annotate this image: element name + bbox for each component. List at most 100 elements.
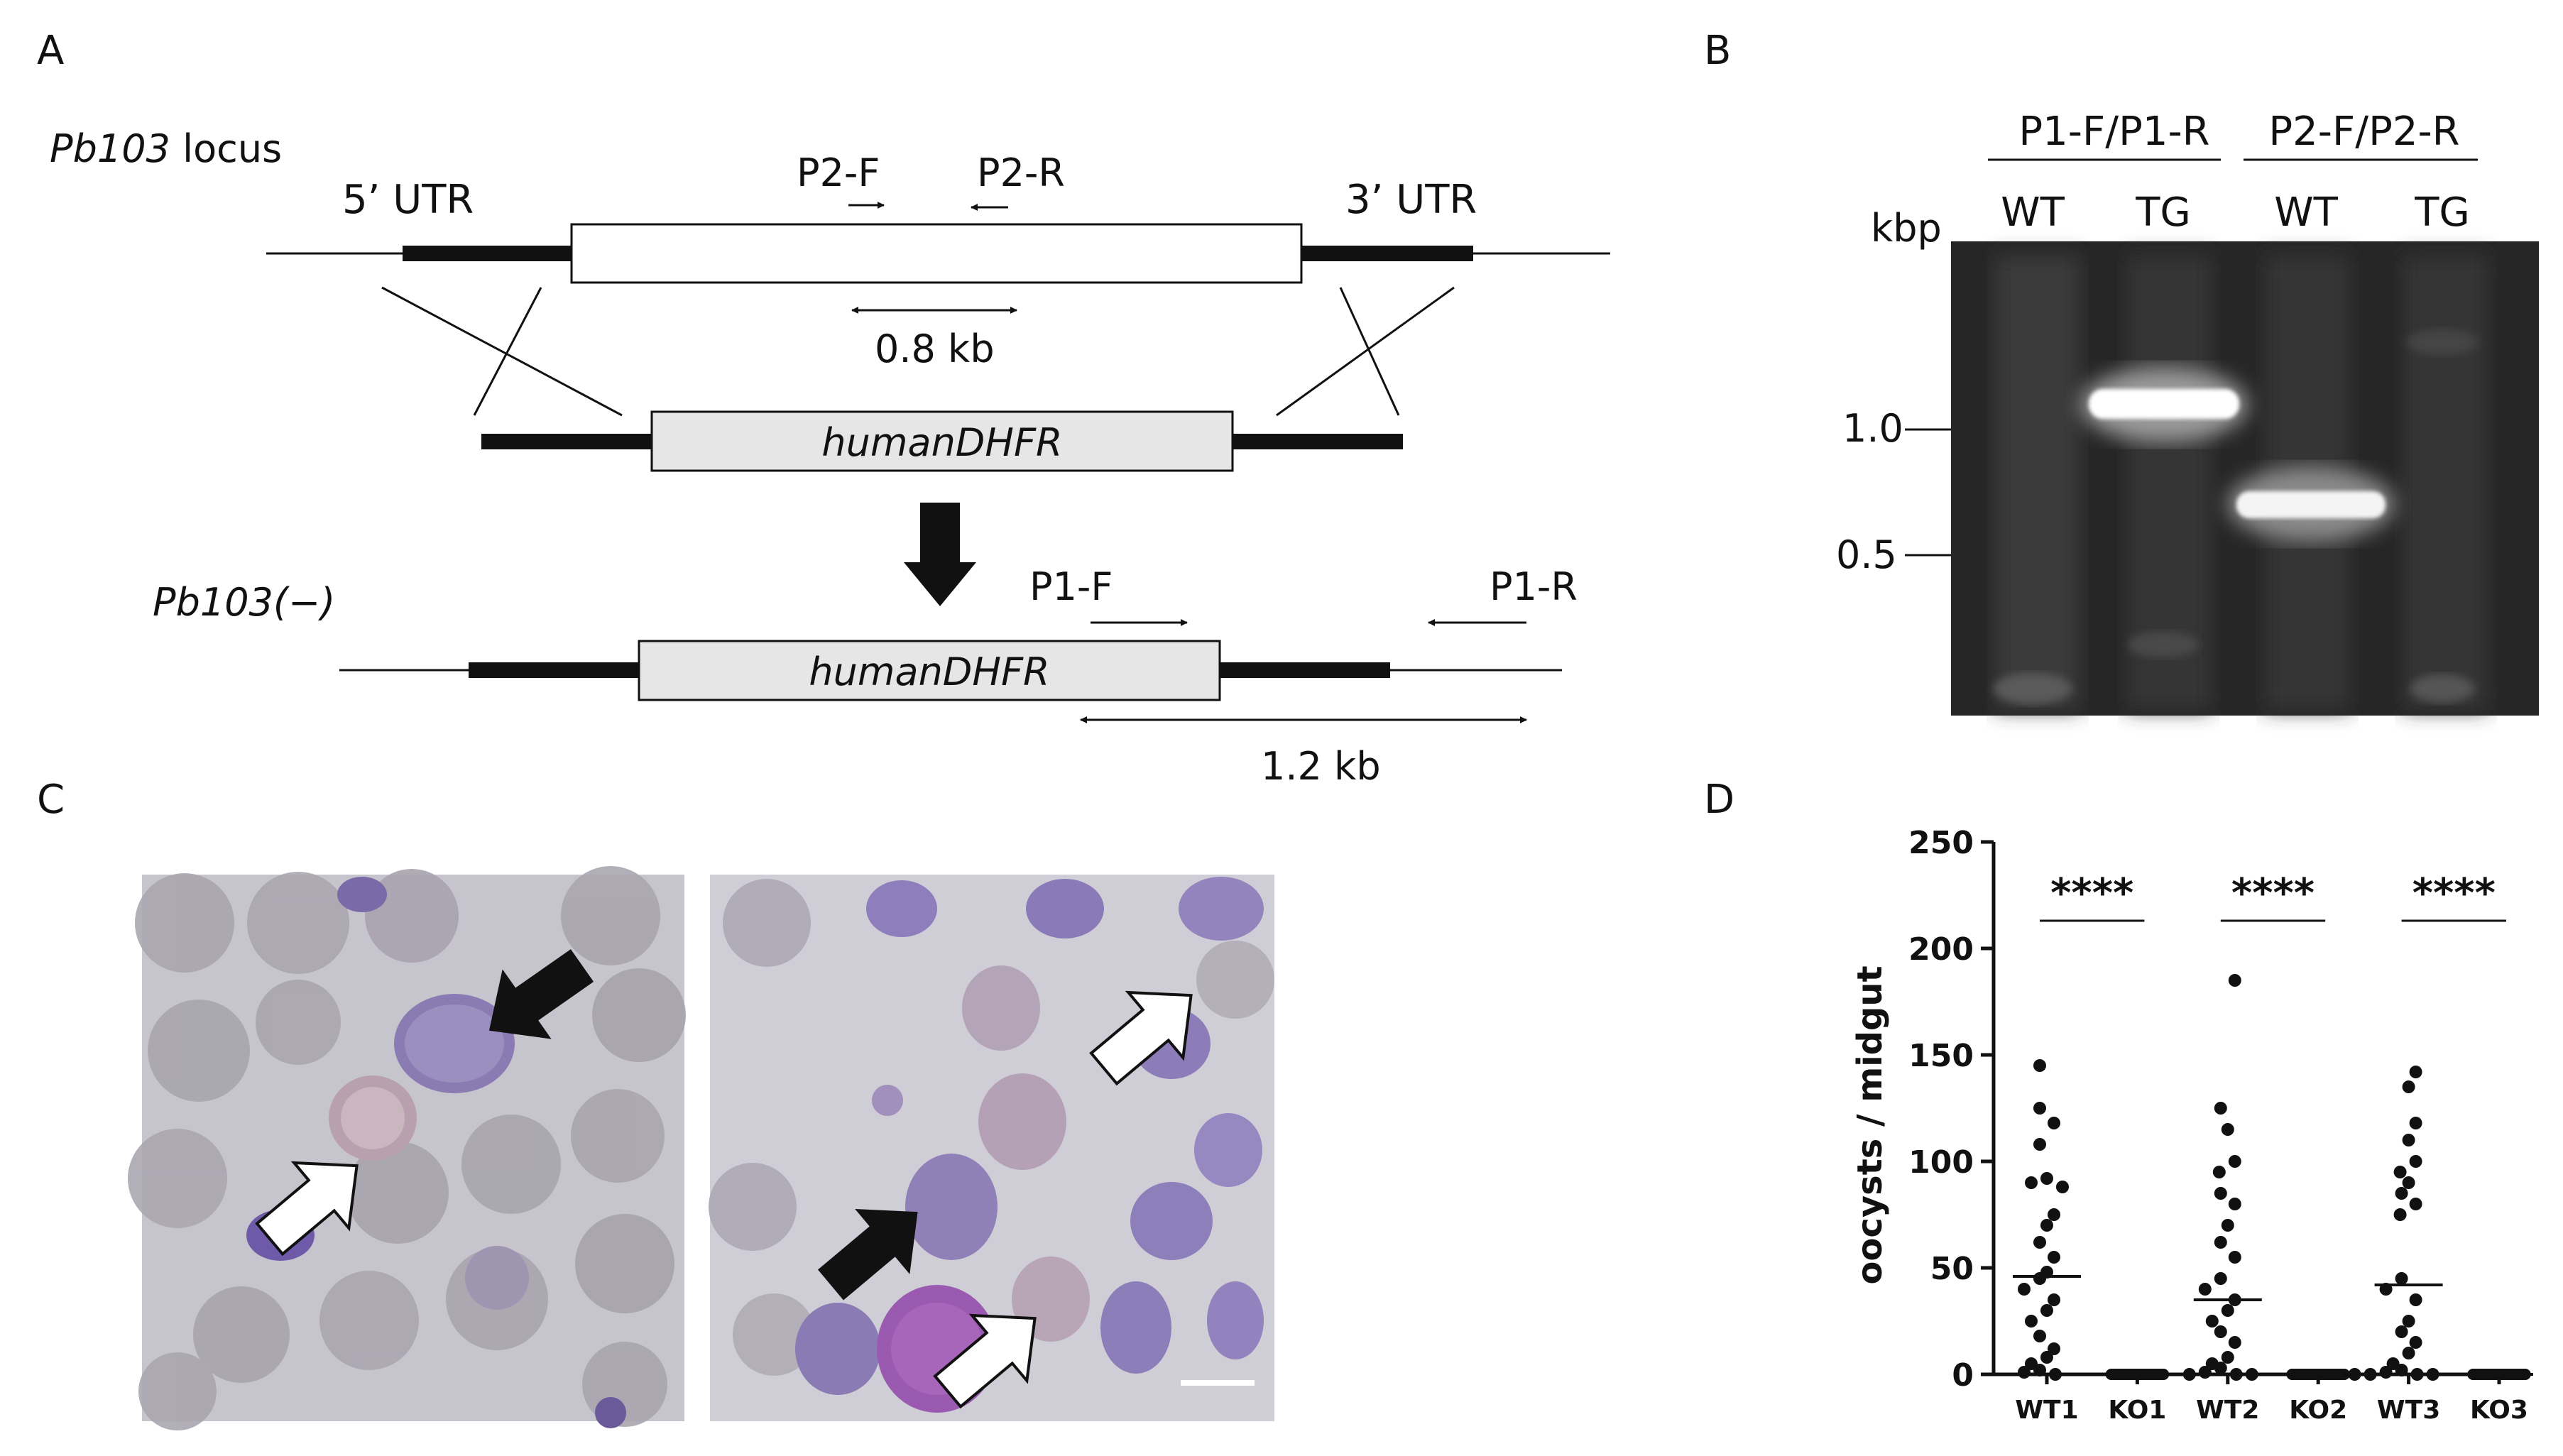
panel-d-letter: D (1704, 777, 1734, 823)
ookinete (1207, 1281, 1264, 1359)
gel-faint-band (2128, 632, 2199, 657)
rbc (575, 1214, 674, 1313)
data-point (2049, 1368, 2062, 1381)
data-point (2214, 1236, 2227, 1249)
male-gametocyte-core (405, 1005, 504, 1083)
p1r-label: P1-R (1490, 564, 1578, 609)
data-point (2395, 1272, 2408, 1285)
panel-c: C (37, 777, 1274, 1430)
rbc (256, 980, 341, 1065)
data-point (2033, 1272, 2046, 1285)
ookinete (1100, 1281, 1171, 1374)
data-point (2048, 1251, 2060, 1264)
data-point (2025, 1176, 2038, 1189)
ookinete (905, 1154, 998, 1260)
micrograph-left (128, 866, 686, 1430)
ko-label: Pb103(−) (153, 580, 335, 625)
data-point (2048, 1293, 2060, 1306)
zygote (962, 965, 1040, 1051)
wt-amplicon-size: 0.8 kb (875, 327, 995, 371)
scatter-plot: 0 50 100 150 200 250 WT1 KO1 WT2 KO2 WT3 KO3 **** ***… (1908, 825, 2533, 1425)
gel-unit-label: kbp (1871, 206, 1942, 251)
data-point (2025, 1315, 2038, 1328)
wt-gene-box (570, 223, 1303, 284)
construct-marker-box (650, 410, 1234, 472)
data-point (2018, 1366, 2031, 1379)
data-point (2221, 1219, 2234, 1232)
data-point (2033, 1330, 2046, 1342)
recombination-arrow-icon (904, 503, 976, 606)
infected-rbc (465, 1246, 529, 1310)
data-point (2040, 1172, 2053, 1185)
data-point (2198, 1283, 2212, 1296)
y-tick-label: 50 (1930, 1251, 1974, 1287)
data-point (2221, 1351, 2234, 1364)
rbc (709, 1163, 797, 1251)
ookinete (1179, 877, 1264, 941)
female-gametocyte-core (341, 1087, 405, 1149)
ko-utr3-block (1220, 662, 1390, 678)
gel-band-tg-p1 (2089, 389, 2239, 419)
white-arrow-icon (255, 1161, 359, 1257)
gel-band-wt-p2 (2236, 491, 2386, 518)
locus-title: Pb103 locus (50, 126, 282, 171)
data-point (2214, 1362, 2227, 1374)
ookinete (866, 880, 937, 937)
data-point (2033, 1138, 2046, 1151)
data-point (2395, 1325, 2408, 1338)
black-arrow-icon (488, 949, 594, 1039)
significance-label: **** (2050, 870, 2133, 916)
data-point (2402, 1347, 2415, 1359)
wt-utr5-block (403, 246, 572, 261)
utr5-label: 5’ UTR (342, 177, 474, 223)
data-point (2212, 1166, 2226, 1178)
gel-marker-label: 0.5 (1836, 532, 1897, 577)
data-point (2033, 1059, 2046, 1072)
rbc (193, 1286, 290, 1383)
data-point (2182, 1368, 2196, 1381)
ko-utr5-block (469, 662, 639, 678)
data-point (2395, 1187, 2408, 1200)
rbc (128, 1129, 227, 1228)
data-point (2040, 1304, 2053, 1317)
data-point (2205, 1315, 2219, 1328)
data-point (2363, 1368, 2377, 1381)
data-point (2221, 1304, 2234, 1317)
panel-a-letter: A (37, 28, 64, 74)
white-arrow-icon (933, 1313, 1037, 1409)
x-tick-label: KO3 (2470, 1396, 2528, 1425)
data-point (2379, 1366, 2393, 1379)
data-point (2395, 1364, 2408, 1376)
construct-utr3-block (1233, 434, 1403, 449)
crossover-line (381, 286, 623, 417)
x-tick-label: KO1 (2108, 1396, 2166, 1425)
rbc (1196, 941, 1274, 1019)
gel-lane-label: WT (2274, 190, 2338, 236)
panel-b: B P1-F/P1-R P2-F/P2-R WT TG WT TG kbp 1.… (1704, 28, 2539, 716)
panel-d: D oocysts / midgut 0 50 100 150 200 250 WT1 KO1… (1704, 777, 2533, 1425)
black-arrow-icon (818, 1208, 918, 1301)
rbc (592, 968, 686, 1062)
rbc (723, 879, 811, 967)
gel-group2-label: P2-F/P2-R (2268, 109, 2459, 155)
data-point (2229, 1368, 2243, 1381)
rbc (365, 869, 459, 963)
rbc (148, 1000, 250, 1102)
data-point (2410, 1368, 2424, 1381)
panel-b-letter: B (1704, 28, 1731, 74)
rbc (733, 1293, 815, 1376)
data-point (2228, 974, 2241, 987)
data-point (2228, 1155, 2241, 1168)
zygote (978, 1073, 1066, 1170)
data-point (2214, 1325, 2227, 1338)
data-point (2228, 1336, 2241, 1349)
rbc (319, 1271, 419, 1370)
data-point (2040, 1219, 2053, 1232)
ookinete (795, 1303, 880, 1395)
ookinete (1130, 1182, 1213, 1260)
panel-c-letter: C (37, 777, 65, 823)
data-point (2245, 1368, 2258, 1381)
data-point (2033, 1236, 2046, 1249)
x-tick-label: WT2 (2196, 1396, 2259, 1425)
